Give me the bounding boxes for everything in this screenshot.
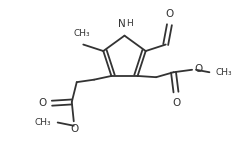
Text: CH₃: CH₃ bbox=[216, 68, 232, 77]
Text: CH₃: CH₃ bbox=[74, 29, 90, 38]
Text: CH₃: CH₃ bbox=[35, 118, 52, 127]
Text: O: O bbox=[172, 97, 181, 108]
Text: N: N bbox=[118, 19, 125, 30]
Text: H: H bbox=[126, 19, 133, 28]
Text: O: O bbox=[38, 98, 47, 108]
Text: O: O bbox=[71, 124, 79, 134]
Text: O: O bbox=[194, 64, 202, 74]
Text: O: O bbox=[166, 9, 174, 19]
